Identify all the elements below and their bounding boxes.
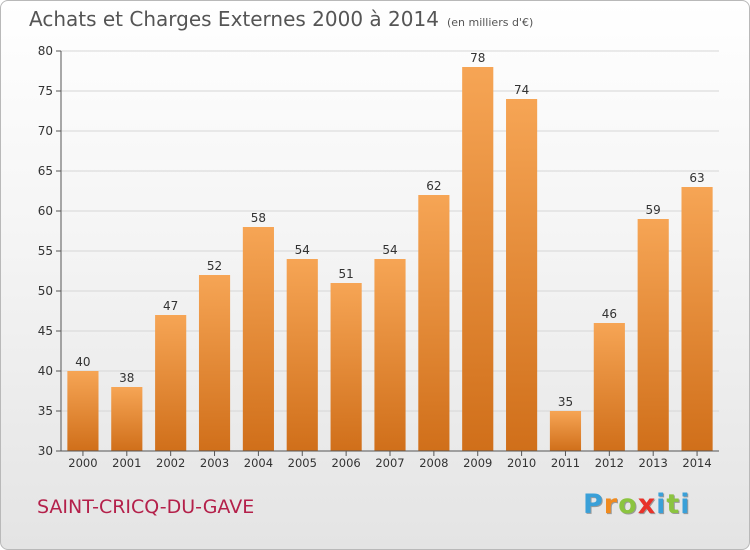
x-tick-label: 2003 [200, 456, 229, 470]
data-label: 63 [689, 171, 704, 185]
data-label: 54 [382, 243, 397, 257]
proxiti-logo: Proxiti [583, 489, 691, 520]
x-tick-label: 2009 [463, 456, 492, 470]
y-tick-label: 35 [38, 404, 53, 418]
logo-letter: P [583, 489, 604, 520]
x-tick-label: 2007 [375, 456, 404, 470]
x-tick-label: 2006 [331, 456, 360, 470]
x-tick-label: 2014 [682, 456, 711, 470]
commune-name: SAINT-CRICQ-DU-GAVE [37, 496, 255, 518]
bar [506, 99, 538, 451]
axes [56, 50, 719, 456]
data-label: 78 [470, 51, 485, 65]
bar [681, 187, 713, 451]
logo-letter: i [680, 489, 691, 520]
bar [593, 323, 625, 451]
data-label: 40 [75, 355, 90, 369]
bar [637, 219, 669, 451]
bars [67, 67, 713, 451]
x-tick-label: 2005 [288, 456, 317, 470]
bar [374, 259, 406, 451]
x-tick-label: 2002 [156, 456, 185, 470]
title-unit: (en milliers d'€) [446, 16, 534, 29]
x-tick-label: 2008 [419, 456, 448, 470]
x-tick-label: 2001 [112, 456, 141, 470]
bar [67, 371, 99, 451]
data-label: 47 [163, 299, 178, 313]
data-label: 59 [646, 203, 661, 217]
y-tick-label: 70 [38, 124, 53, 138]
logo-letter: o [618, 489, 638, 520]
data-label: 62 [426, 179, 441, 193]
logo-letter: r [603, 489, 619, 520]
data-label: 35 [558, 395, 573, 409]
logo-letter: x [637, 489, 657, 520]
data-label: 54 [295, 243, 310, 257]
data-label: 46 [602, 307, 617, 321]
data-label: 74 [514, 83, 529, 97]
x-tick-label: 2004 [244, 456, 273, 470]
x-tick-label: 2012 [595, 456, 624, 470]
x-tick-label: 2013 [639, 456, 668, 470]
x-tick-label: 2010 [507, 456, 536, 470]
data-label: 38 [119, 371, 134, 385]
bar [286, 259, 318, 451]
title-text: Achats et Charges Externes 2000 à 2014 [29, 7, 439, 31]
y-tick-label: 40 [38, 364, 53, 378]
bar [330, 283, 362, 451]
y-tick-label: 60 [38, 204, 53, 218]
y-tick-label: 65 [38, 164, 53, 178]
y-tick-label: 50 [38, 284, 53, 298]
x-tick-label: 2011 [551, 456, 580, 470]
y-tick-label: 30 [38, 444, 53, 458]
y-tick-label: 80 [38, 44, 53, 58]
y-tick-label: 55 [38, 244, 53, 258]
bar [549, 411, 582, 451]
logo-letter: t [666, 489, 681, 520]
chart-title: Achats et Charges Externes 2000 à 2014 (e… [29, 7, 533, 31]
bar [242, 227, 274, 451]
x-tick-label: 2000 [68, 456, 97, 470]
y-tick-label: 75 [38, 84, 53, 98]
bar [418, 195, 450, 451]
bar [111, 387, 143, 451]
data-label: 51 [338, 267, 353, 281]
data-label: 52 [207, 259, 222, 273]
bar [462, 67, 494, 451]
logo-letter: i [656, 489, 667, 520]
labels: 30 35 40 45 50 55 60 65 70 75 80 40 2000 38 2001 47 2002… [38, 44, 712, 470]
data-label: 58 [251, 211, 266, 225]
bar [155, 315, 187, 451]
y-tick-label: 45 [38, 324, 53, 338]
bar [198, 275, 231, 451]
